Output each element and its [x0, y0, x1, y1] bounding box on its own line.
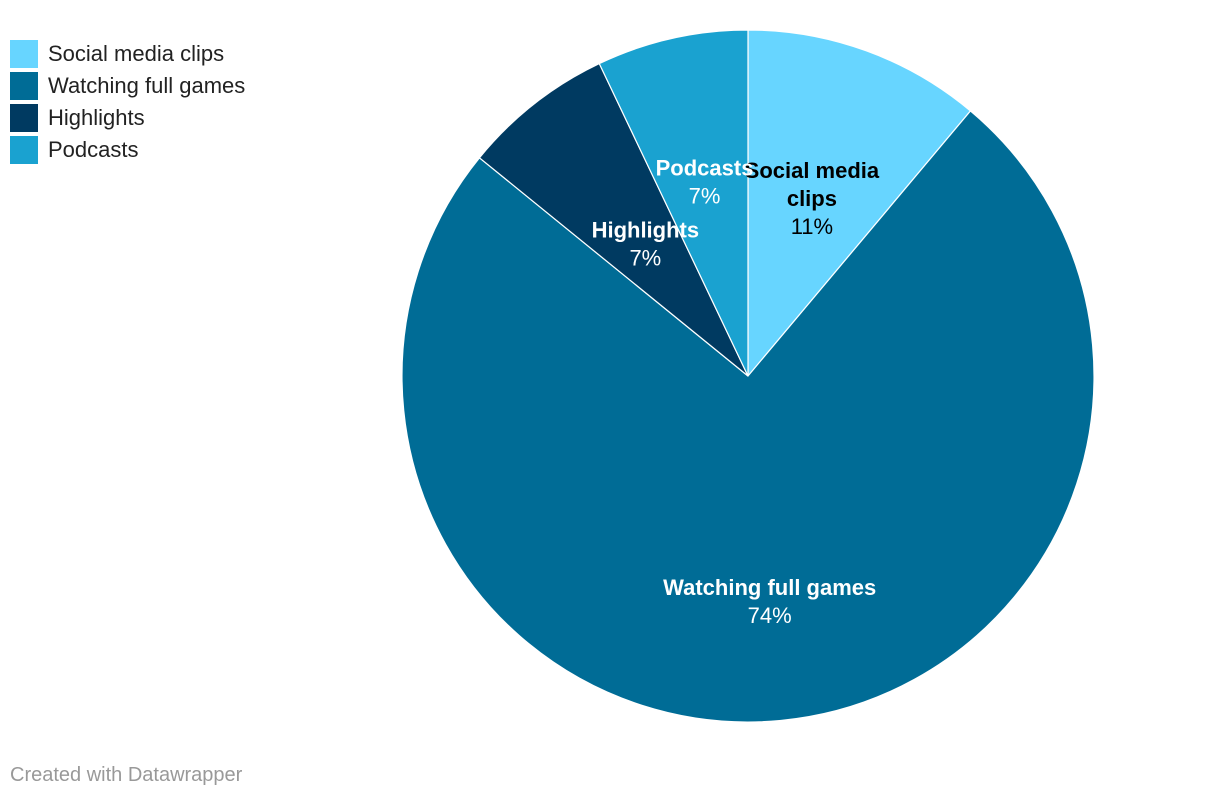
- footer-credit: Created with Datawrapper: [10, 764, 243, 786]
- pie-slice-highlights: [478, 62, 749, 377]
- slice-name-label: Highlights: [592, 217, 700, 242]
- slice-label-podcasts: Podcasts 7%: [656, 155, 754, 208]
- legend-item-podcasts: Podcasts: [10, 134, 245, 166]
- slice-label-watching-full-games: Watching full games 74%: [663, 575, 876, 628]
- legend-label: Podcasts: [48, 137, 139, 162]
- slice-label-social-media-clips: Social media clips 11%: [745, 158, 880, 239]
- legend-swatch: [10, 72, 38, 100]
- pie-slice-social-media-clips: [747, 29, 972, 378]
- slice-value-label: 7%: [689, 183, 721, 208]
- legend-item-watching-full-games: Watching full games: [10, 70, 245, 102]
- slice-name-label: Podcasts: [656, 155, 754, 180]
- slice-value-label: 74%: [748, 603, 792, 628]
- legend-swatch: [10, 104, 38, 132]
- chart-legend: Social media clips Watching full games H…: [10, 38, 245, 166]
- pie-slice-podcasts: [598, 29, 749, 377]
- legend-label: Watching full games: [48, 73, 246, 98]
- legend-label: Social media clips: [48, 41, 225, 66]
- legend-label: Highlights: [48, 105, 145, 130]
- slice-label-highlights: Highlights 7%: [592, 217, 700, 270]
- legend-item-social-media-clips: Social media clips: [10, 38, 245, 70]
- pie-slice-watching-full-games: [401, 110, 1095, 723]
- slice-name-label: Watching full games: [663, 575, 876, 600]
- legend-swatch: [10, 136, 38, 164]
- slice-value-label: 7%: [629, 245, 661, 270]
- slice-name-label: clips: [787, 186, 837, 211]
- slice-value-label: 11%: [791, 214, 833, 239]
- legend-swatch: [10, 40, 38, 68]
- slice-name-label: Social media: [745, 158, 880, 183]
- legend-item-highlights: Highlights: [10, 102, 245, 134]
